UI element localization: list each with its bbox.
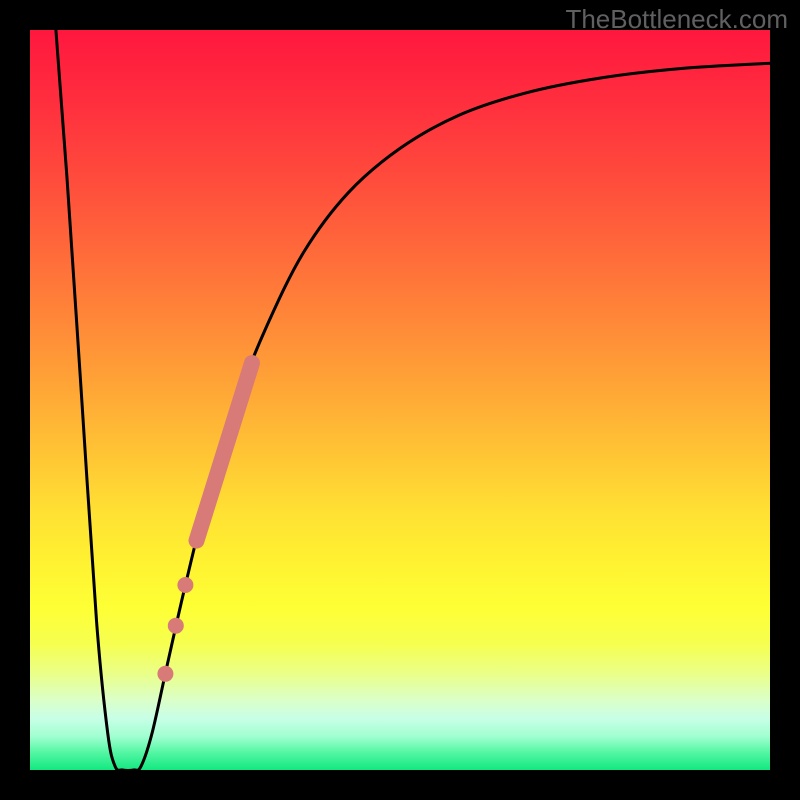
- watermark-text: TheBottleneck.com: [565, 4, 788, 35]
- bottleneck-chart: [0, 0, 800, 800]
- highlight-dot: [177, 577, 193, 593]
- highlight-dot: [168, 618, 184, 634]
- highlight-dot: [157, 666, 173, 682]
- gradient-background: [30, 30, 770, 770]
- chart-container: TheBottleneck.com: [0, 0, 800, 800]
